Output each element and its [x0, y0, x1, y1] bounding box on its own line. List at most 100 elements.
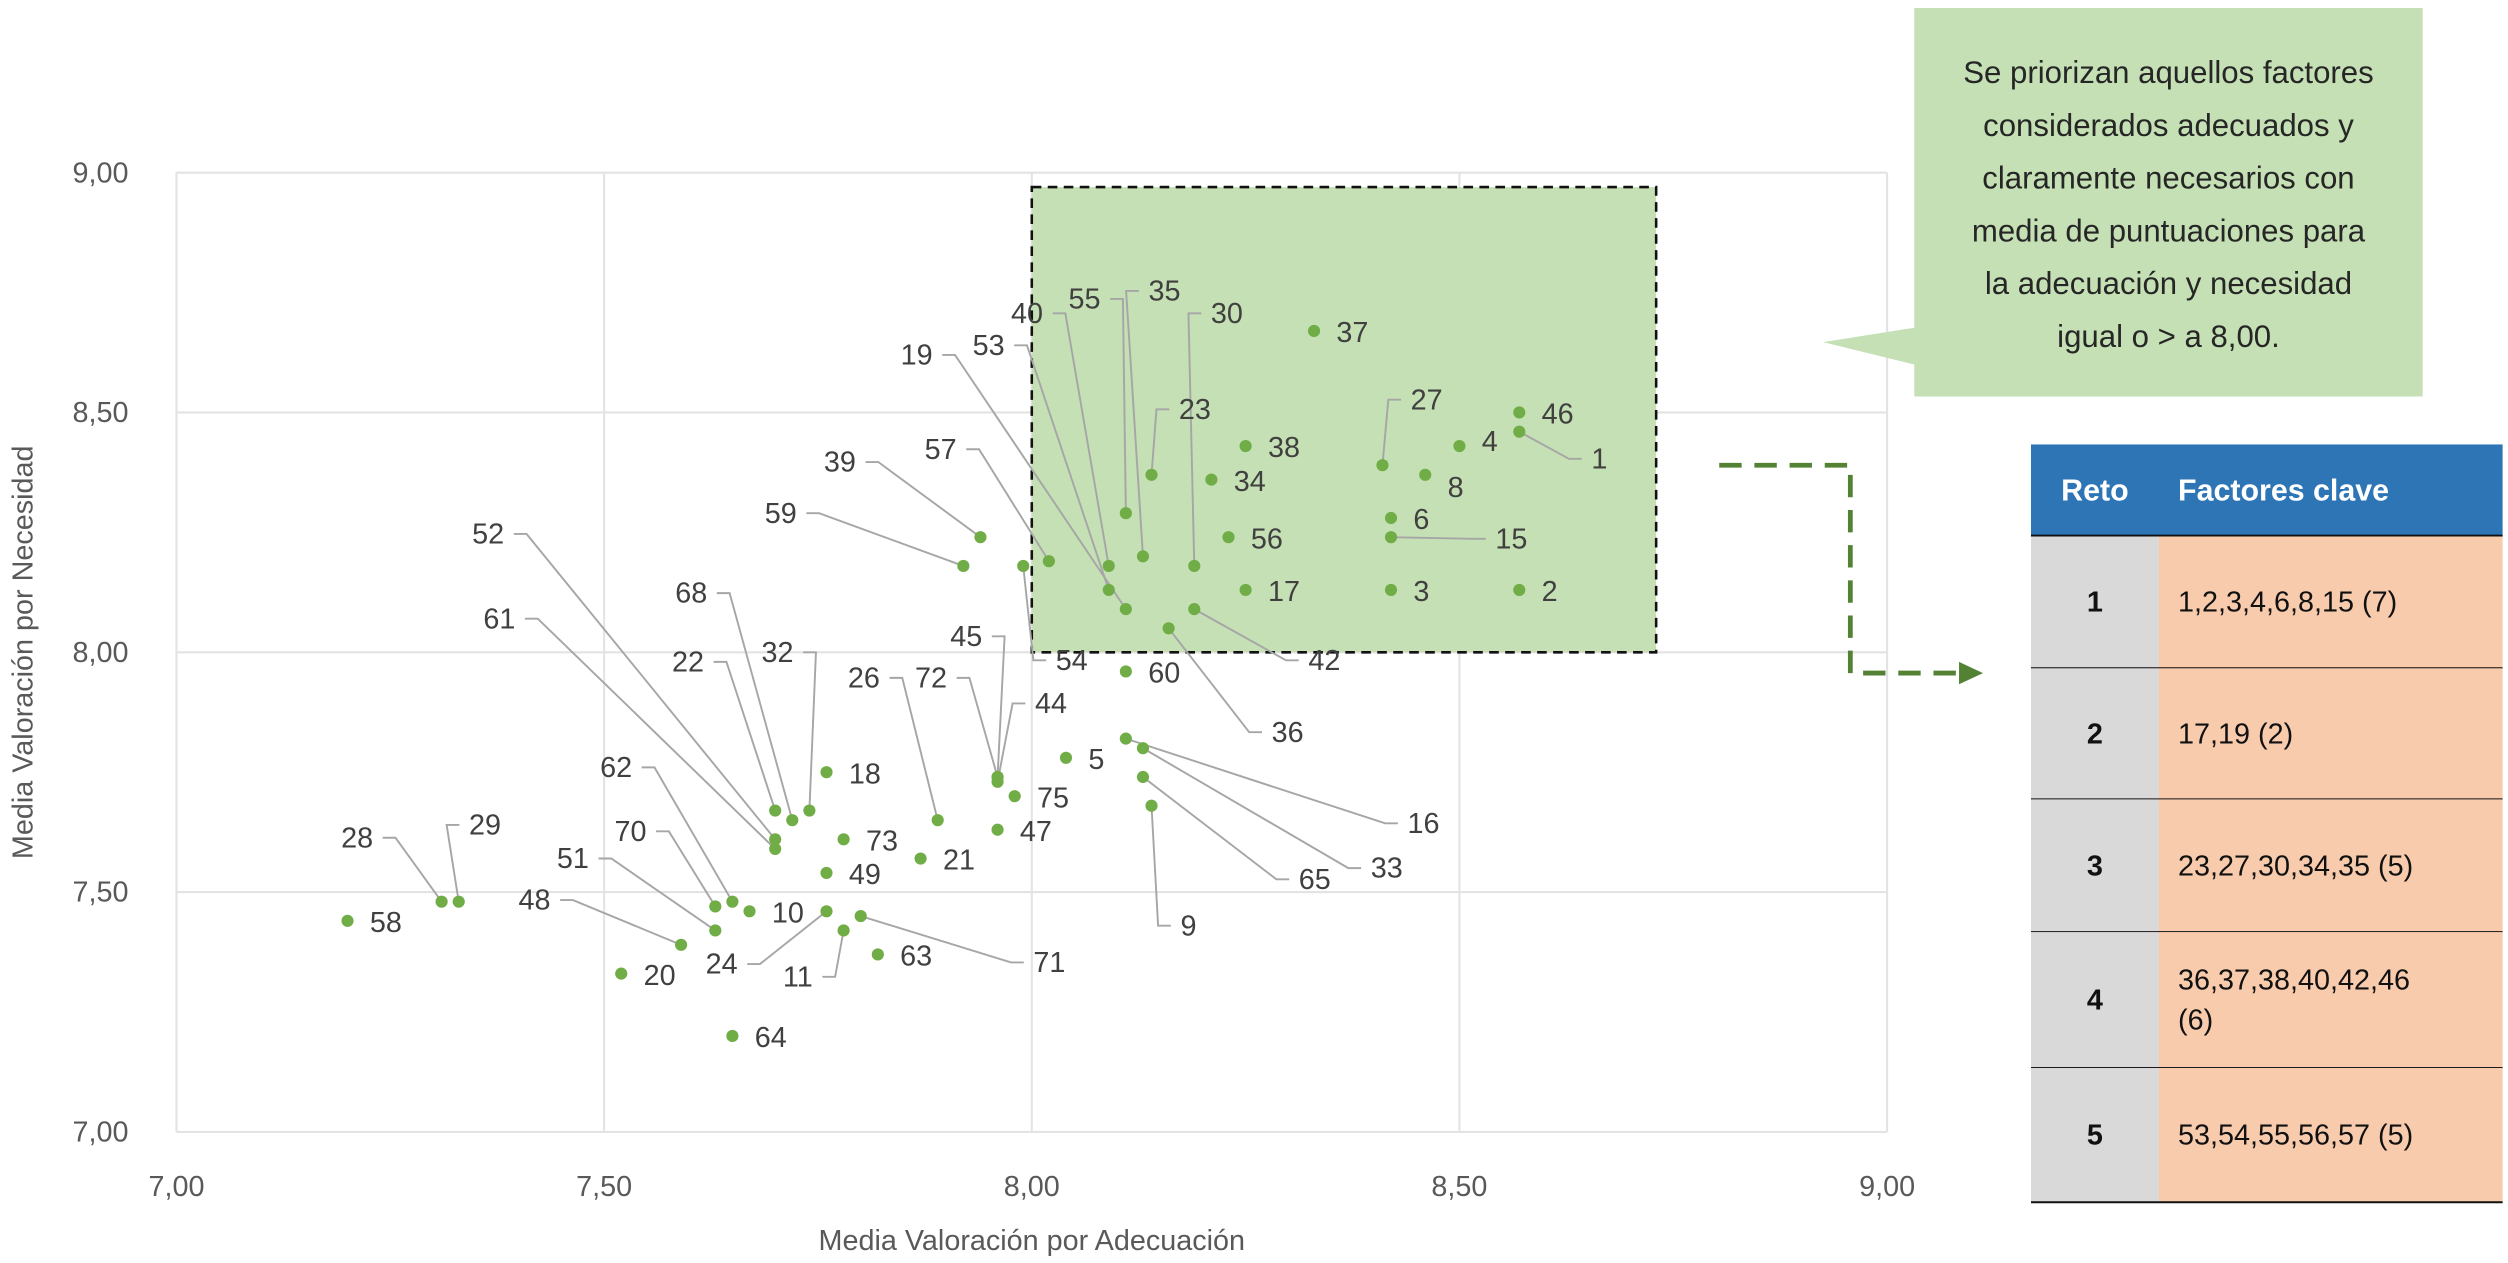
data-label: 27: [1411, 384, 1443, 416]
data-label: 15: [1495, 523, 1527, 555]
data-label: 19: [901, 340, 933, 372]
data-label: 42: [1308, 645, 1340, 677]
data-point: [769, 833, 782, 846]
data-point: [1008, 790, 1021, 803]
leader-line: [956, 676, 999, 778]
reto-number: 3: [2087, 850, 2103, 882]
data-label: 52: [472, 519, 504, 551]
reto-cell: [2030, 535, 2159, 669]
data-label: 61: [483, 603, 515, 635]
data-label: 10: [772, 897, 804, 929]
data-label: 11: [783, 961, 813, 993]
data-point: [1513, 583, 1526, 597]
callout-text-line: igual o > a 8,00.: [2057, 319, 2280, 354]
data-point: [435, 895, 448, 908]
factors-text: 53,54,55,56,57 (5): [2178, 1120, 2413, 1152]
factors-cell: [2158, 932, 2503, 1068]
data-point: [1059, 751, 1073, 764]
data-point: [1119, 665, 1132, 678]
data-label: 70: [614, 816, 646, 848]
data-point: [957, 559, 970, 573]
data-point: [991, 770, 1004, 784]
data-label: 26: [848, 662, 880, 694]
highlight-region: [1030, 185, 1658, 654]
data-point: [1513, 406, 1526, 419]
dashed-arrow: [1719, 462, 1984, 685]
leader-line: [942, 353, 1127, 610]
data-point: [1119, 603, 1132, 616]
data-label: 45: [950, 621, 982, 653]
factors-text: 23,27,30,34,35 (5): [2178, 850, 2413, 882]
factors-cell: [2158, 1067, 2503, 1203]
reto-number: 4: [2087, 985, 2103, 1017]
leader-line: [1142, 776, 1290, 881]
data-label: 33: [1371, 853, 1403, 885]
data-label: 23: [1179, 394, 1211, 426]
data-label: 75: [1037, 782, 1069, 814]
data-label: 57: [925, 434, 957, 466]
data-point: [1119, 507, 1132, 520]
leader-line: [991, 635, 1006, 778]
leader-line: [1125, 737, 1398, 825]
data-label: 53: [973, 330, 1005, 362]
data-point: [615, 967, 628, 980]
data-label: 71: [1033, 947, 1065, 979]
data-label: 60: [1148, 658, 1180, 690]
data-label: 64: [755, 1022, 787, 1054]
data-label: 21: [943, 845, 975, 877]
factors-cell: [2158, 535, 2503, 669]
data-label: 48: [519, 885, 551, 917]
data-label: 37: [1336, 317, 1368, 349]
data-label: 68: [675, 578, 707, 610]
data-point: [743, 905, 756, 918]
leader-line: [1125, 290, 1144, 557]
data-label: 5: [1088, 744, 1104, 776]
leader-line: [641, 766, 734, 903]
data-label: 36: [1272, 717, 1304, 749]
data-point: [786, 814, 799, 827]
data-point: [1119, 732, 1132, 745]
factors-text: 1,2,3,4,6,8,15 (7): [2178, 587, 2397, 619]
data-label: 55: [1069, 284, 1101, 316]
y-axis-label: Media Valoración por Necesidad: [8, 445, 40, 859]
leader-line: [865, 461, 982, 538]
data-point: [1384, 583, 1398, 597]
data-point: [991, 823, 1004, 836]
table-header-row: [2030, 444, 2503, 536]
leader-line: [1052, 312, 1110, 567]
data-label: 1: [1591, 443, 1607, 475]
data-point: [820, 866, 833, 879]
callout-text-line: considerados adecuados y: [1983, 108, 2354, 143]
data-point: [1136, 770, 1150, 784]
leader-line: [1390, 536, 1486, 540]
data-point: [837, 833, 850, 846]
y-tick-label: 7,50: [72, 877, 128, 909]
leader-line: [1187, 312, 1202, 566]
leader-line: [513, 533, 776, 840]
y-tick-label: 9,00: [72, 157, 128, 189]
leader-line: [1022, 565, 1047, 662]
factors-cell: [2158, 799, 2503, 933]
data-label: 4: [1482, 426, 1498, 458]
data-label: 18: [849, 758, 881, 790]
data-point: [1102, 583, 1115, 597]
data-point: [1136, 742, 1150, 755]
reto-cell: [2030, 932, 2159, 1068]
y-tick-label: 7,00: [72, 1116, 128, 1148]
data-label: 73: [866, 826, 898, 858]
data-point: [1453, 439, 1466, 453]
data-label: 39: [824, 447, 856, 479]
data-point: [1162, 622, 1175, 635]
leader-line: [1014, 344, 1110, 591]
y-tick-label: 8,00: [72, 637, 128, 669]
leader-line: [889, 676, 939, 821]
leader-line: [524, 617, 776, 850]
data-point: [1017, 559, 1030, 573]
data-point: [1205, 473, 1218, 486]
factors-cell: [2158, 668, 2503, 800]
leader-line: [1150, 408, 1170, 475]
data-label: 6: [1413, 504, 1429, 536]
data-label: 63: [900, 941, 932, 973]
data-label: 40: [1011, 298, 1043, 330]
